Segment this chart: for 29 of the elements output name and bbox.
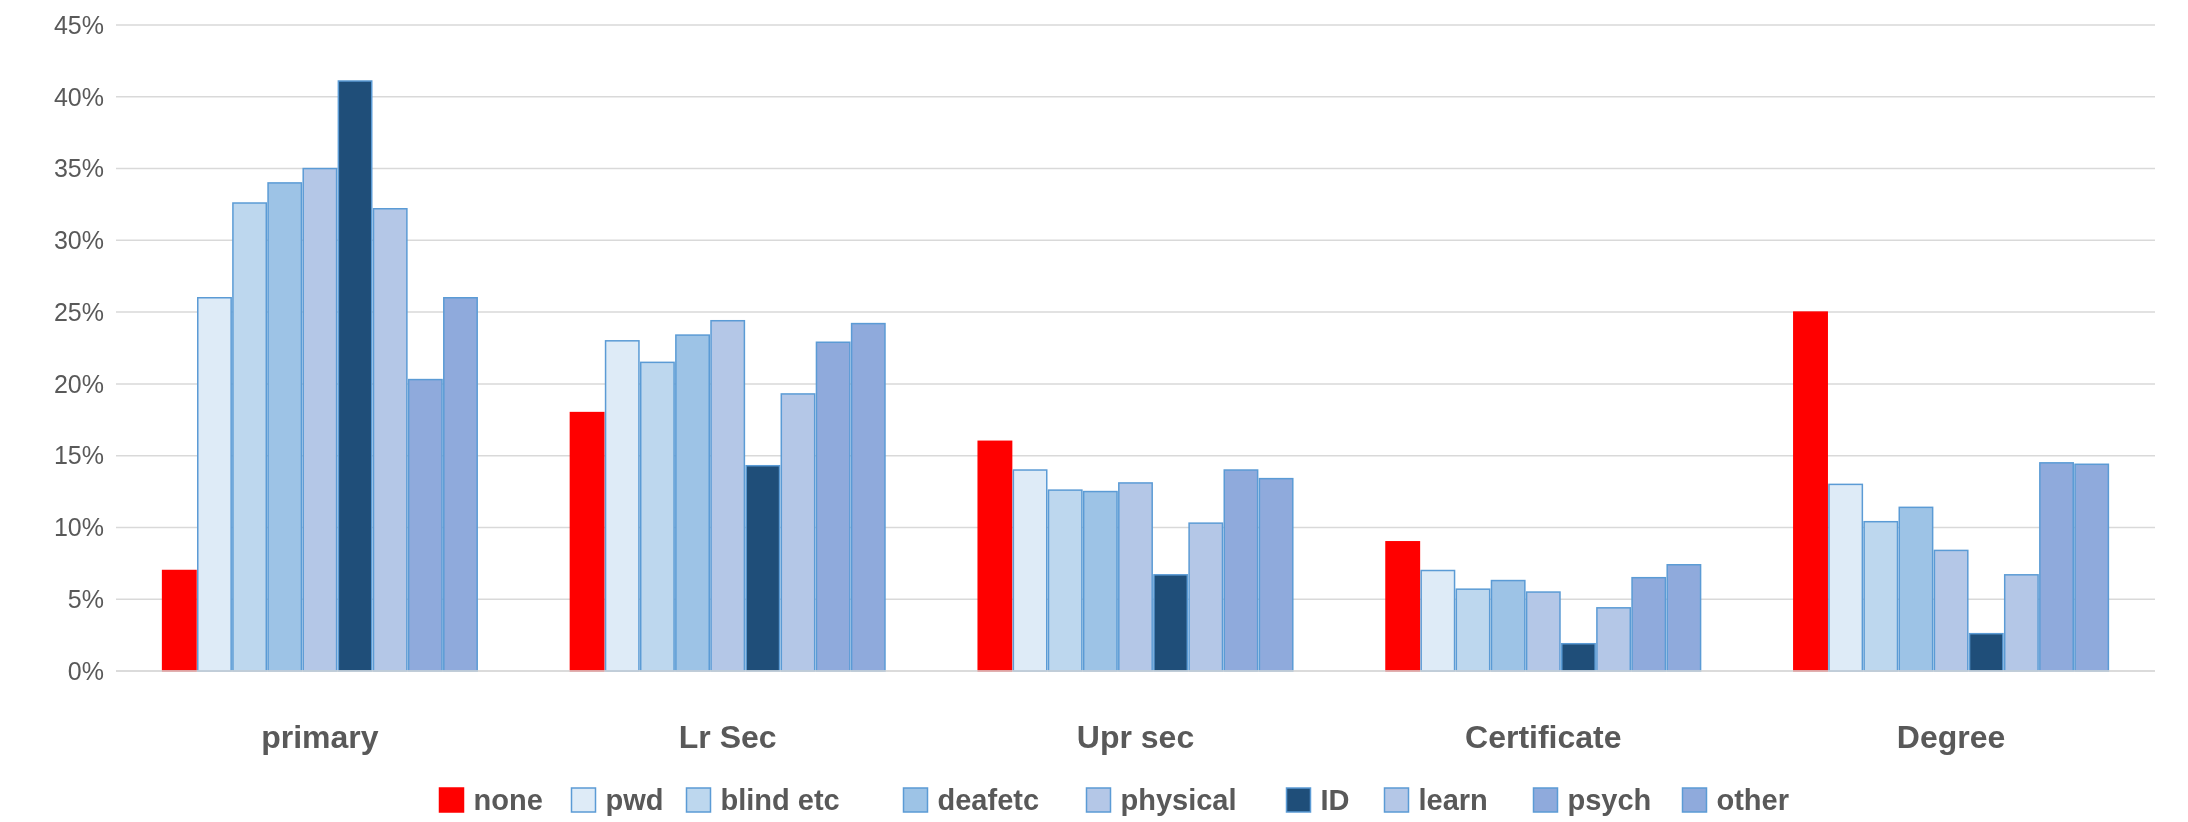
legend-label: physical xyxy=(1120,784,1237,817)
legend-label: other xyxy=(1716,784,1789,817)
y-tick-label: 5% xyxy=(67,584,104,613)
y-tick-label: 25% xyxy=(53,297,104,326)
legend-label: blind etc xyxy=(720,784,840,817)
y-tick-label: 15% xyxy=(53,441,104,470)
x-tick-label: primary xyxy=(261,719,379,756)
y-tick-label: 20% xyxy=(53,369,104,398)
bar xyxy=(161,569,197,672)
legend-label: ID xyxy=(1320,784,1350,817)
legend-label: learn xyxy=(1418,784,1488,817)
bar xyxy=(1793,311,1828,672)
y-tick-label: 45% xyxy=(53,10,104,39)
bar xyxy=(569,411,605,672)
legend-label: psych xyxy=(1567,784,1652,817)
x-tick-label: Certificate xyxy=(1465,719,1622,756)
y-tick-label: 30% xyxy=(53,226,104,255)
legend-label: none xyxy=(473,784,543,817)
x-tick-label: Lr Sec xyxy=(678,719,777,756)
legend-label: pwd xyxy=(605,784,664,817)
y-tick-label: 0% xyxy=(67,656,104,685)
bar xyxy=(1385,541,1421,672)
x-tick-label: Degree xyxy=(1896,719,2006,756)
y-tick-label: 35% xyxy=(53,154,104,183)
x-tick-label: Upr sec xyxy=(1076,719,1195,756)
y-tick-label: 10% xyxy=(53,513,104,542)
y-tick-label: 40% xyxy=(53,82,104,111)
bar xyxy=(977,440,1013,672)
legend-label: deafetc xyxy=(937,784,1040,817)
